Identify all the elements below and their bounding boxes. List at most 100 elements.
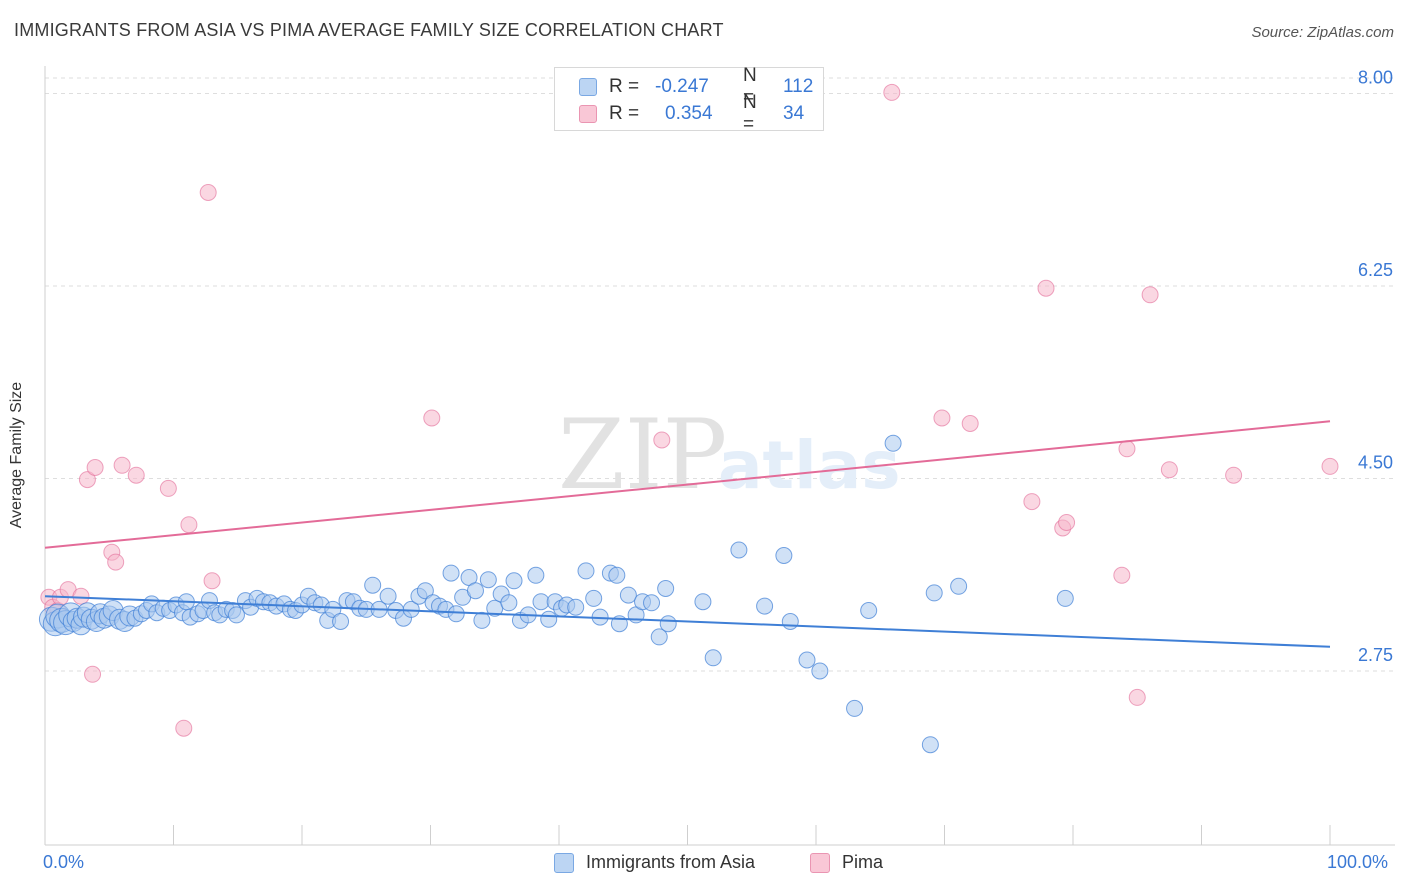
pima-point [961, 415, 979, 432]
legend-item-pima: Pima [810, 852, 883, 873]
asia-point [500, 594, 518, 612]
asia-point [950, 577, 968, 595]
pima-point [199, 184, 217, 201]
asia-point [416, 582, 434, 600]
pima-point [1141, 286, 1159, 304]
pima-point [1058, 514, 1076, 531]
chart-title: IMMIGRANTS FROM ASIA VS PIMA AVERAGE FAM… [14, 20, 724, 40]
x-tick-label-min: 0.0% [43, 852, 85, 872]
pima-point [1118, 440, 1136, 458]
asia-point [227, 606, 245, 624]
legend-asia-label: Immigrants from Asia [586, 852, 756, 872]
asia-point [921, 736, 939, 754]
asia-point [798, 651, 816, 669]
asia-point [643, 594, 661, 612]
pima-point [84, 665, 102, 683]
pima-point [1225, 466, 1243, 484]
pima-trend-line [44, 420, 1331, 549]
pima-point [1321, 457, 1339, 475]
asia-point [704, 649, 722, 667]
pima-point [653, 431, 671, 449]
pima-point [107, 553, 125, 571]
asia-r-value: -0.247 [655, 76, 709, 97]
legend-pima-swatch [810, 852, 830, 873]
y-axis-label: Average Family Size [8, 381, 25, 529]
correlation-legend: R = -0.247 N = 112 R = 0.354 N = 34 [554, 65, 824, 135]
asia-point [447, 605, 465, 623]
asia-point [379, 587, 397, 605]
pima-point [78, 471, 96, 489]
pima-point [175, 719, 193, 737]
asia-point [860, 602, 878, 619]
asia-point [473, 611, 491, 629]
source-label: Source: ZipAtlas.com [1251, 24, 1394, 41]
pima-swatch [579, 105, 597, 123]
asia-point [884, 434, 902, 452]
pima-point [127, 466, 145, 484]
pima-point [203, 572, 221, 590]
asia-point [925, 584, 943, 602]
pima-point [159, 479, 177, 497]
asia-point [479, 571, 497, 589]
legend-row-pima: R = 0.354 N = 34 [579, 92, 805, 135]
asia-point [694, 593, 712, 611]
pima-r-value: 0.354 [665, 103, 713, 124]
asia-point [846, 699, 864, 717]
pima-point [72, 587, 90, 605]
asia-point [650, 628, 668, 646]
asia-point [466, 582, 484, 600]
pima-point [86, 459, 104, 476]
asia-n-label: N = [743, 65, 757, 108]
asia-point [730, 541, 748, 559]
y-tick-label: 8.00 [1358, 68, 1393, 88]
pima-point [1128, 688, 1146, 706]
pima-point [883, 83, 901, 101]
pima-n-value: 34 [783, 103, 805, 124]
asia-swatch [579, 78, 597, 96]
pima-point [113, 456, 131, 474]
pima-point [1113, 566, 1131, 584]
watermark-zip: ZIP [558, 399, 727, 511]
legend-pima-label: Pima [842, 852, 884, 872]
asia-r-label: R = [609, 76, 640, 97]
asia-point [811, 662, 829, 680]
y-tick-label: 6.25 [1358, 260, 1393, 280]
asia-n-value: 112 [783, 76, 814, 97]
pima-point [1023, 493, 1041, 511]
pima-points [40, 83, 1339, 737]
asia-point [332, 613, 350, 630]
y-tick-labels: 2.75 4.50 6.25 8.00 [1358, 68, 1393, 666]
asia-trend-line [44, 595, 1331, 648]
pima-n-label: N = [743, 92, 757, 135]
asia-point [585, 589, 603, 607]
asia-point [775, 547, 793, 564]
asia-point [442, 564, 460, 582]
asia-points [38, 434, 1074, 754]
asia-point [1056, 589, 1074, 607]
asia-point [540, 610, 558, 628]
asia-point [659, 615, 677, 633]
asia-point [619, 586, 637, 604]
y-tick-label: 4.50 [1358, 453, 1393, 473]
asia-point [324, 600, 342, 618]
pima-point [1037, 279, 1055, 297]
asia-point [781, 613, 799, 630]
asia-point [608, 566, 626, 584]
y-tick-label: 2.75 [1358, 645, 1393, 665]
gridlines [45, 77, 1395, 672]
legend-asia-swatch [554, 852, 574, 873]
asia-point [756, 597, 774, 615]
axes [44, 66, 1395, 846]
x-tick-label-max: 100.0% [1327, 852, 1389, 872]
y-axis-label-wrap: Average Family Size [8, 255, 26, 528]
trend-lines [44, 420, 1331, 648]
pima-point [933, 409, 951, 427]
watermark-atlas: atlas [718, 427, 901, 504]
asia-point [577, 562, 595, 580]
watermark: ZIP atlas [558, 399, 901, 511]
pima-point [423, 409, 441, 427]
legend-item-asia: Immigrants from Asia [554, 852, 755, 873]
asia-point [567, 598, 585, 616]
asia-point [532, 593, 550, 611]
